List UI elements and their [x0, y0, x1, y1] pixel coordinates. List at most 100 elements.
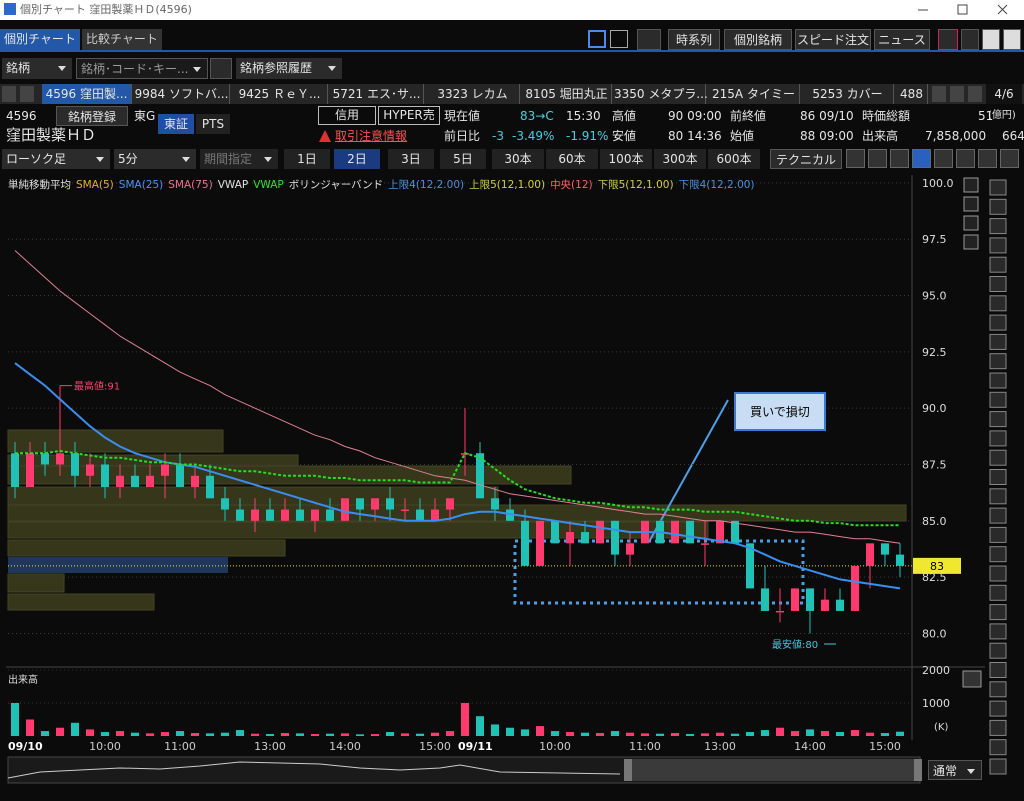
tool-icon[interactable] — [989, 469, 1007, 485]
ticker-tab[interactable]: 9984 ソフトバ... — [134, 84, 230, 104]
range-button[interactable]: 3日 — [388, 149, 434, 169]
mode-select[interactable]: 銘柄 — [2, 58, 72, 79]
refresh-button[interactable] — [961, 29, 979, 50]
range-button[interactable]: 5日 — [440, 149, 486, 169]
register-button[interactable]: 銘柄登録 — [56, 106, 128, 126]
warning[interactable]: 取引注意情報 — [335, 129, 408, 143]
tool-button[interactable] — [978, 149, 997, 168]
candle-body — [116, 475, 124, 488]
scroll-handle[interactable] — [624, 759, 632, 781]
button[interactable]: スピード注文 — [795, 29, 871, 50]
tool-button[interactable] — [912, 149, 931, 168]
pane-icon[interactable] — [963, 234, 979, 250]
pts[interactable]: PTS — [196, 114, 230, 134]
ticker-tab[interactable]: 215A タイミー — [708, 84, 800, 104]
button[interactable]: 個別銘柄 — [724, 29, 792, 50]
ticker-tab[interactable]: 5253 カバー — [802, 84, 894, 104]
ticker-tab[interactable]: 9425 ＲｅＹ... — [232, 84, 328, 104]
tool-icon[interactable] — [989, 276, 1007, 292]
tool-icon[interactable] — [989, 333, 1007, 350]
tool-icon[interactable] — [989, 565, 1007, 582]
tool-icon[interactable] — [989, 391, 1007, 408]
tool-icon[interactable] — [989, 546, 1007, 563]
nav-button[interactable] — [20, 86, 34, 102]
tool-icon[interactable] — [989, 758, 1007, 775]
tool-icon[interactable] — [989, 604, 1007, 621]
nav-button[interactable] — [968, 86, 982, 102]
link-button[interactable] — [938, 29, 958, 50]
ticker-tab[interactable]: 488 — [896, 84, 928, 104]
help-button[interactable] — [1003, 29, 1021, 50]
interval-select[interactable]: 5分 — [114, 149, 196, 169]
tool-icon[interactable] — [989, 237, 1007, 254]
chart-type-select[interactable]: ローソク足 — [2, 149, 110, 169]
tool-icon[interactable] — [989, 739, 1007, 756]
mode-select[interactable]: 通常 — [928, 760, 982, 780]
expand-button[interactable] — [637, 29, 661, 50]
pane-icon[interactable] — [963, 196, 979, 212]
tool-icon[interactable] — [989, 449, 1007, 466]
button[interactable]: ニュース — [874, 29, 930, 50]
tool-icon[interactable] — [989, 681, 1007, 698]
tool-icon[interactable] — [989, 218, 1007, 235]
tool-icon[interactable] — [989, 256, 1007, 273]
window-controls[interactable] — [900, 0, 1024, 20]
tab-active[interactable]: 個別チャート — [0, 29, 80, 51]
tool-icon[interactable] — [989, 642, 1007, 659]
nav-button[interactable] — [950, 86, 964, 102]
tool-icon[interactable] — [989, 198, 1007, 215]
tool-button[interactable] — [956, 149, 975, 168]
exchange[interactable]: 東証 — [158, 114, 194, 134]
tool-button[interactable] — [868, 149, 887, 168]
tool-icon[interactable] — [989, 372, 1007, 389]
tool-button[interactable] — [934, 149, 953, 168]
ticker-tab[interactable]: 5721 エス･サ... — [330, 84, 424, 104]
tool-button[interactable] — [1000, 149, 1019, 168]
scroll-range[interactable] — [632, 759, 915, 781]
ticker-tab-active[interactable]: 4596 窪田製... — [42, 84, 132, 104]
range-button[interactable]: 600本 — [708, 149, 760, 169]
range-button[interactable]: 300本 — [654, 149, 706, 169]
history-select[interactable]: 銘柄参照履歴 — [236, 58, 342, 79]
technical-button[interactable]: テクニカル — [770, 149, 842, 169]
tool-icon[interactable] — [989, 507, 1007, 524]
range-button[interactable]: 30本 — [492, 149, 544, 169]
tool-icon[interactable] — [989, 662, 1007, 678]
tool-icon[interactable] — [989, 623, 1007, 640]
nav-button[interactable] — [2, 86, 16, 102]
tool-icon[interactable] — [989, 353, 1007, 370]
tool-icon[interactable] — [989, 430, 1007, 447]
search-button[interactable] — [210, 58, 232, 79]
pane-icon[interactable] — [963, 177, 979, 193]
tool-icon[interactable] — [989, 295, 1007, 312]
tool-icon[interactable] — [989, 314, 1007, 331]
text-button[interactable] — [982, 29, 1000, 50]
ticker-tab[interactable]: 3350 メタプラ... — [614, 84, 708, 104]
button[interactable]: 時系列 — [668, 29, 720, 50]
pane-icon[interactable] — [963, 215, 979, 231]
volume-bar — [401, 733, 409, 736]
tool-button[interactable] — [890, 149, 909, 168]
tool-icon[interactable] — [989, 179, 1007, 196]
range-button[interactable]: 2日 — [334, 149, 380, 169]
range-button[interactable]: 100本 — [600, 149, 652, 169]
layout-single[interactable] — [588, 30, 606, 48]
tool-icon[interactable] — [989, 488, 1007, 505]
tool-icon[interactable] — [989, 700, 1007, 717]
period-select[interactable]: 期間指定 — [200, 149, 278, 169]
pane-close[interactable] — [962, 670, 982, 688]
tool-button[interactable] — [846, 149, 865, 168]
tool-icon[interactable] — [989, 526, 1007, 543]
layout-grid[interactable] — [610, 30, 628, 48]
range-button[interactable]: 1日 — [284, 149, 330, 169]
ticker-tab[interactable]: 8105 堀田丸正 — [522, 84, 612, 104]
tool-icon[interactable] — [989, 719, 1007, 736]
tool-icon[interactable] — [989, 411, 1007, 428]
tab[interactable]: 比較チャート — [82, 29, 162, 51]
search-input[interactable]: 銘柄･コード･キー... — [76, 58, 208, 79]
ticker-tab[interactable]: 3323 レカム — [426, 84, 520, 104]
scroll-handle[interactable] — [914, 759, 922, 781]
tool-icon[interactable] — [989, 584, 1007, 601]
nav-button[interactable] — [932, 86, 946, 102]
range-button[interactable]: 60本 — [546, 149, 598, 169]
